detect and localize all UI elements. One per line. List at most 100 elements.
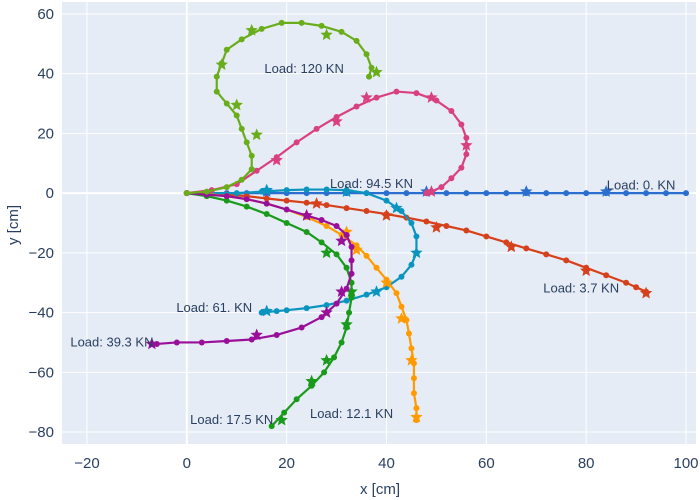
star-marker: [505, 240, 518, 253]
data-point: [563, 257, 570, 264]
star-marker: [410, 410, 423, 423]
data-point: [463, 134, 470, 141]
star-marker: [310, 197, 323, 209]
star-marker: [380, 276, 393, 288]
star-marker: [305, 374, 318, 387]
star-marker: [360, 91, 373, 103]
data-point: [623, 279, 630, 286]
x-tick-label: 0: [183, 455, 191, 472]
y-tick-label: −60: [29, 364, 54, 381]
data-point: [448, 175, 455, 182]
star-marker: [345, 285, 358, 297]
data-point: [213, 88, 220, 95]
data-point: [273, 331, 280, 338]
star-marker: [639, 286, 653, 299]
y-tick-label: 40: [37, 66, 54, 83]
data-point: [268, 423, 275, 430]
data-point: [623, 190, 630, 197]
data-point: [408, 261, 415, 268]
data-point: [353, 37, 360, 44]
data-point: [363, 291, 370, 298]
star-marker: [245, 23, 258, 36]
data-point: [346, 309, 353, 316]
data-point: [398, 273, 405, 280]
star-marker: [260, 304, 273, 317]
star-marker: [340, 185, 353, 197]
data-point: [503, 239, 510, 246]
data-point: [408, 220, 415, 226]
series-annotation: Load: 94.5 KN: [330, 176, 413, 191]
data-point: [238, 176, 245, 183]
series-2: [183, 183, 423, 317]
data-point: [198, 339, 205, 346]
star-marker: [275, 413, 288, 426]
data-point: [243, 203, 250, 210]
data-point: [398, 303, 405, 310]
data-point: [423, 218, 430, 225]
data-point: [283, 187, 290, 194]
star-marker: [350, 243, 363, 256]
star-marker: [380, 209, 393, 221]
data-point: [283, 220, 290, 226]
star-marker: [340, 318, 353, 330]
star-marker: [320, 246, 333, 259]
y-tick-label: 20: [37, 125, 54, 142]
data-point: [366, 73, 373, 80]
series-7: [183, 19, 383, 197]
data-point: [348, 294, 355, 301]
data-point: [483, 233, 490, 240]
data-point: [298, 324, 305, 331]
x-axis-title: x [cm]: [360, 481, 400, 498]
data-point: [283, 206, 290, 213]
x-tick-label: 100: [674, 455, 699, 472]
series-line: [186, 90, 468, 195]
data-point: [318, 217, 325, 224]
data-point: [410, 375, 417, 382]
x-tick-label: 20: [278, 455, 295, 472]
data-point: [403, 190, 410, 197]
y-tick-labels: −80 −60 −40 −20 0 20 40 60: [29, 6, 54, 441]
data-point: [223, 100, 230, 107]
data-point: [318, 22, 325, 29]
star-marker: [300, 209, 313, 221]
data-point: [333, 300, 340, 307]
data-point: [343, 297, 350, 304]
data-point: [253, 167, 260, 174]
data-point: [238, 125, 245, 132]
data-point: [283, 307, 290, 314]
data-point: [543, 251, 550, 258]
series-line: [151, 192, 353, 346]
data-point: [303, 186, 310, 193]
data-point: [303, 199, 310, 206]
data-point: [348, 270, 355, 277]
data-point: [643, 190, 650, 197]
data-point: [283, 197, 290, 204]
star-marker: [370, 65, 383, 78]
data-point: [338, 339, 345, 346]
star-marker: [579, 264, 593, 277]
data-point: [443, 222, 450, 229]
data-point: [263, 195, 270, 202]
data-point: [413, 233, 420, 240]
data-point: [458, 121, 465, 128]
series-layer: [145, 19, 690, 430]
data-point: [448, 108, 455, 115]
data-point: [363, 190, 370, 197]
data-point: [463, 151, 470, 158]
y-tick-label: 0: [46, 185, 54, 202]
star-marker: [330, 114, 343, 127]
data-point: [333, 222, 340, 229]
data-point: [683, 190, 690, 197]
data-point: [213, 73, 220, 80]
data-point: [333, 251, 340, 258]
star-marker: [405, 353, 418, 366]
data-point: [383, 190, 390, 197]
data-point: [293, 396, 300, 403]
annotations: Load: 0. KN Load: 3.7 KN Load: 94.5 KN Load…: [70, 61, 675, 427]
data-point: [383, 197, 390, 204]
series-annotation: Load: 12.1 KN: [310, 406, 393, 421]
data-point: [223, 197, 230, 204]
star-marker: [335, 285, 348, 297]
data-point: [323, 222, 330, 229]
